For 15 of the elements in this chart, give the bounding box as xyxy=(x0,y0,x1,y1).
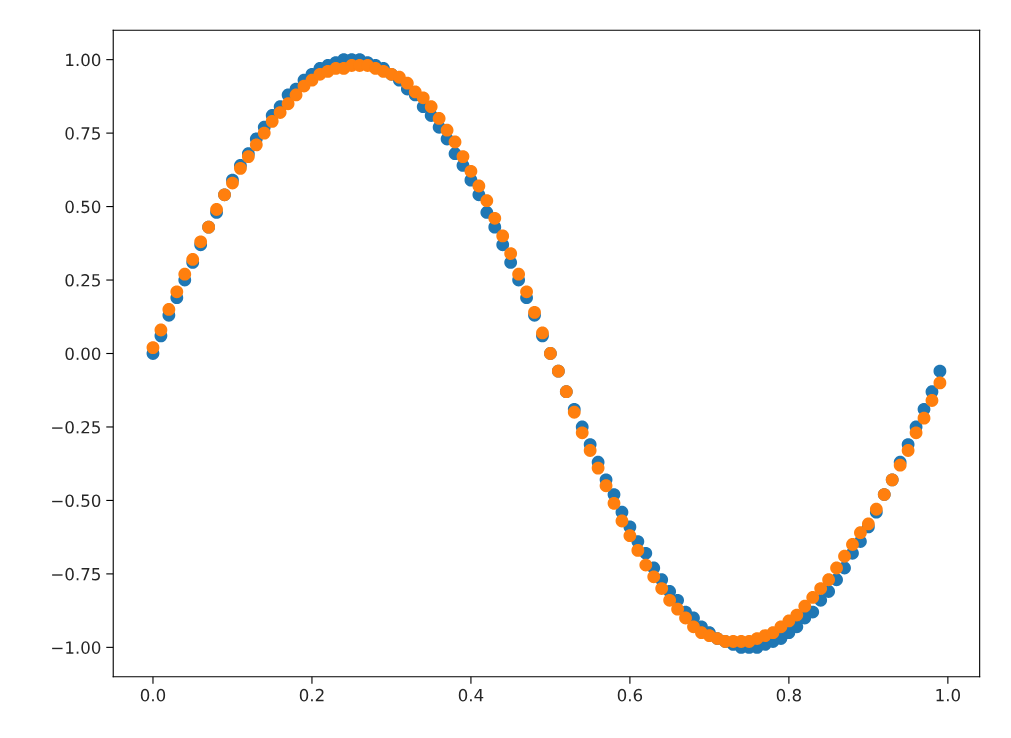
x-tick-label: 0.8 xyxy=(776,688,801,702)
y-tick-label: 0.25 xyxy=(65,274,100,287)
y-tick-label: 0.50 xyxy=(65,200,101,214)
y-tick-label: 1.00 xyxy=(66,53,101,67)
y-tick-label: 0.00 xyxy=(65,347,101,361)
y-tick-label: −0.50 xyxy=(52,494,101,507)
y-tick-label: 0.75 xyxy=(65,127,100,140)
y-tick-label: −0.75 xyxy=(52,567,100,581)
x-tick-label: 0.4 xyxy=(458,688,484,702)
y-tick-label: −0.25 xyxy=(52,420,100,434)
y-tick-label: −1.00 xyxy=(52,641,101,654)
x-tick-label: 0.0 xyxy=(140,688,166,702)
x-tick-label: 1.0 xyxy=(936,688,961,702)
x-tick-label: 0.2 xyxy=(299,688,324,702)
x-tick-label: 0.6 xyxy=(617,688,643,702)
